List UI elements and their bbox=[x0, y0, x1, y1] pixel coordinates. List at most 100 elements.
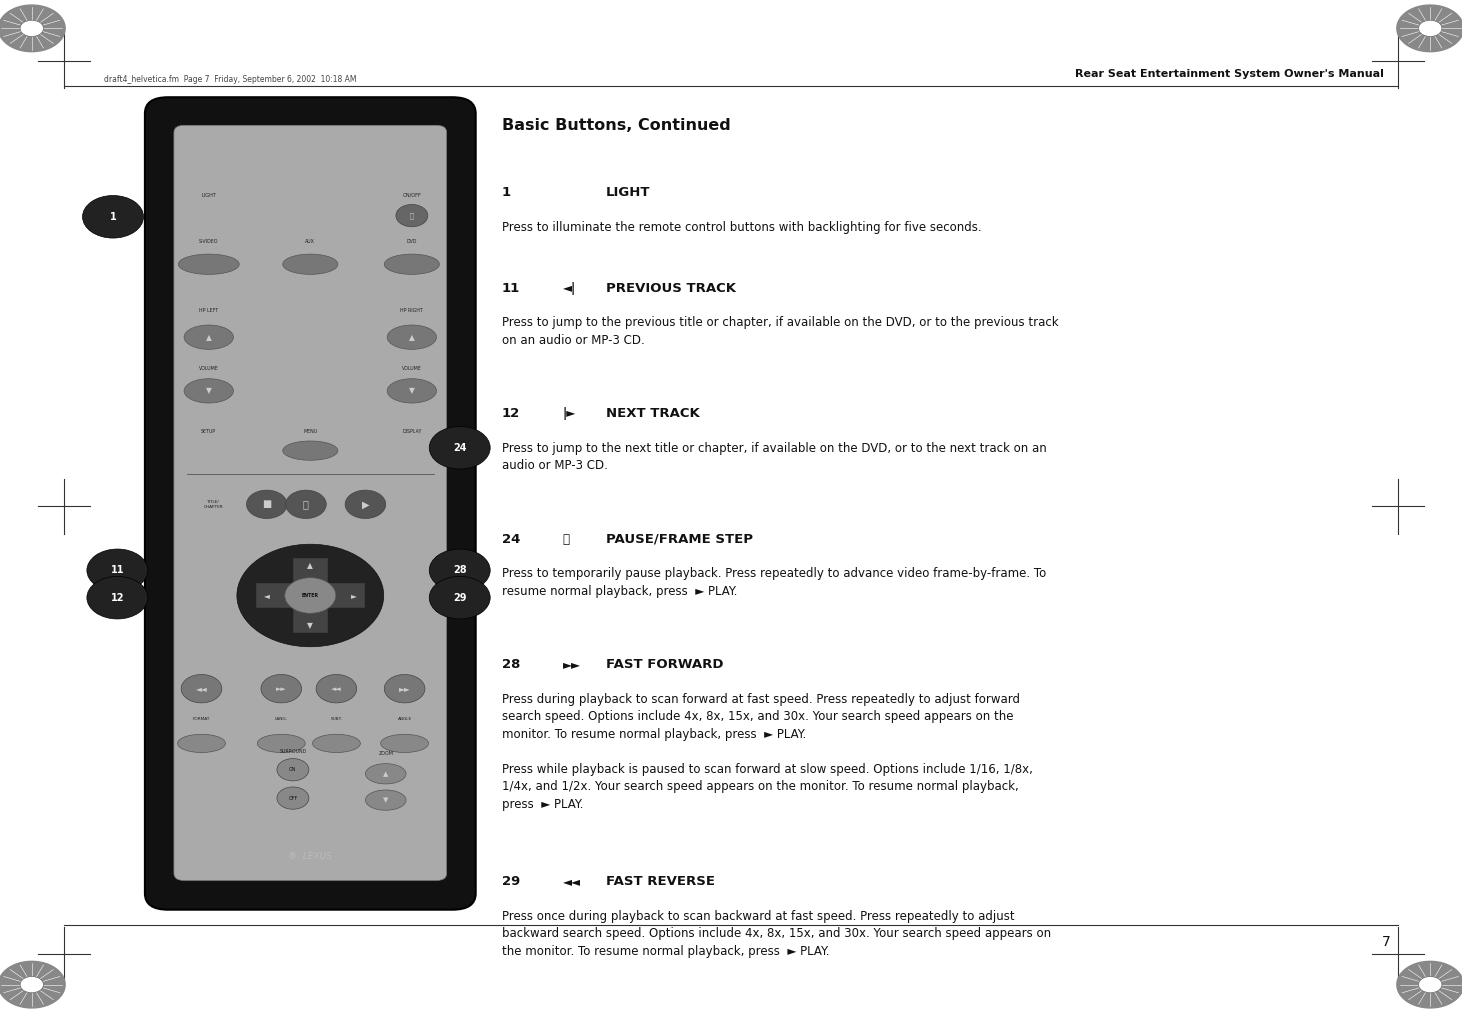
Text: 29: 29 bbox=[501, 875, 520, 888]
Text: NEXT TRACK: NEXT TRACK bbox=[607, 407, 700, 420]
Circle shape bbox=[276, 787, 308, 809]
Text: 24: 24 bbox=[501, 533, 520, 546]
Text: FAST REVERSE: FAST REVERSE bbox=[607, 875, 715, 888]
Text: |►: |► bbox=[563, 407, 576, 420]
Text: ▼: ▼ bbox=[383, 797, 389, 803]
Circle shape bbox=[276, 759, 308, 781]
Text: SUBT.: SUBT. bbox=[330, 717, 342, 721]
FancyArrow shape bbox=[292, 609, 327, 633]
Text: ⏸: ⏸ bbox=[563, 533, 570, 546]
Text: ▼: ▼ bbox=[206, 386, 212, 395]
Text: ON: ON bbox=[289, 767, 297, 772]
Text: ◄◄: ◄◄ bbox=[330, 686, 342, 692]
Polygon shape bbox=[0, 961, 66, 1008]
FancyArrow shape bbox=[329, 583, 364, 608]
Text: draft4_helvetica.fm  Page 7  Friday, September 6, 2002  10:18 AM: draft4_helvetica.fm Page 7 Friday, Septe… bbox=[104, 75, 357, 84]
Text: SETUP: SETUP bbox=[202, 428, 216, 434]
Text: ▲: ▲ bbox=[383, 771, 389, 777]
Ellipse shape bbox=[178, 254, 240, 275]
Text: ▲: ▲ bbox=[409, 332, 415, 341]
Text: ◄◄: ◄◄ bbox=[563, 875, 580, 888]
FancyBboxPatch shape bbox=[174, 126, 447, 880]
Text: FAST FORWARD: FAST FORWARD bbox=[607, 658, 724, 672]
Text: ►►: ►► bbox=[563, 658, 580, 672]
Circle shape bbox=[396, 205, 428, 227]
Text: 11: 11 bbox=[111, 565, 124, 575]
Text: SURROUND: SURROUND bbox=[279, 749, 307, 754]
Text: 1: 1 bbox=[110, 212, 117, 222]
Text: ►►: ►► bbox=[276, 686, 287, 692]
Text: 11: 11 bbox=[501, 282, 520, 295]
Circle shape bbox=[285, 577, 336, 613]
Text: ANGLE: ANGLE bbox=[398, 717, 412, 721]
Text: MENU: MENU bbox=[303, 428, 317, 434]
Text: FORMAT: FORMAT bbox=[193, 717, 211, 721]
Circle shape bbox=[316, 675, 357, 703]
Text: 28: 28 bbox=[453, 565, 466, 575]
Circle shape bbox=[82, 196, 143, 238]
Text: ■: ■ bbox=[262, 499, 272, 510]
Circle shape bbox=[430, 426, 490, 469]
Text: 1: 1 bbox=[501, 186, 510, 200]
Text: ◄: ◄ bbox=[265, 591, 270, 600]
Polygon shape bbox=[0, 5, 66, 52]
Ellipse shape bbox=[387, 379, 437, 403]
Circle shape bbox=[285, 490, 326, 519]
Ellipse shape bbox=[282, 254, 338, 275]
Text: ▲: ▲ bbox=[307, 560, 313, 569]
Polygon shape bbox=[1396, 5, 1462, 52]
Text: ▶: ▶ bbox=[361, 499, 370, 510]
Text: DISPLAY: DISPLAY bbox=[402, 428, 421, 434]
Polygon shape bbox=[1396, 961, 1462, 1008]
Text: LIGHT: LIGHT bbox=[607, 186, 651, 200]
Ellipse shape bbox=[257, 734, 306, 753]
Ellipse shape bbox=[380, 734, 428, 753]
Circle shape bbox=[430, 549, 490, 592]
Circle shape bbox=[20, 977, 44, 993]
Text: VOLUME: VOLUME bbox=[402, 366, 421, 371]
Circle shape bbox=[1418, 20, 1442, 36]
Text: S-VIDEO: S-VIDEO bbox=[199, 239, 218, 244]
Text: LANG.: LANG. bbox=[275, 717, 288, 721]
Text: 7: 7 bbox=[1382, 935, 1390, 949]
Circle shape bbox=[345, 490, 386, 519]
Text: Rear Seat Entertainment System Owner's Manual: Rear Seat Entertainment System Owner's M… bbox=[1075, 69, 1385, 79]
FancyArrow shape bbox=[256, 583, 291, 608]
Text: Press to illuminate the remote control buttons with backlighting for five second: Press to illuminate the remote control b… bbox=[501, 221, 981, 234]
Text: Press once during playback to scan backward at fast speed. Press repeatedly to a: Press once during playback to scan backw… bbox=[501, 910, 1051, 957]
Text: ▲: ▲ bbox=[206, 332, 212, 341]
Text: TITLE/
CHAPTER: TITLE/ CHAPTER bbox=[203, 500, 222, 509]
Text: 28: 28 bbox=[501, 658, 520, 672]
Text: VOLUME: VOLUME bbox=[199, 366, 219, 371]
Text: 12: 12 bbox=[501, 407, 520, 420]
Ellipse shape bbox=[385, 254, 440, 275]
Text: Basic Buttons, Continued: Basic Buttons, Continued bbox=[501, 118, 731, 133]
Text: DVD: DVD bbox=[406, 239, 417, 244]
Ellipse shape bbox=[387, 325, 437, 349]
Ellipse shape bbox=[184, 379, 234, 403]
Text: HP RIGHT: HP RIGHT bbox=[401, 308, 423, 313]
Ellipse shape bbox=[184, 325, 234, 349]
Text: 29: 29 bbox=[453, 593, 466, 603]
Text: PAUSE/FRAME STEP: PAUSE/FRAME STEP bbox=[607, 533, 753, 546]
Circle shape bbox=[385, 675, 425, 703]
Text: Press during playback to scan forward at fast speed. Press repeatedly to adjust : Press during playback to scan forward at… bbox=[501, 693, 1032, 810]
Text: LIGHT: LIGHT bbox=[202, 192, 216, 198]
Ellipse shape bbox=[177, 734, 225, 753]
Text: ▼: ▼ bbox=[307, 621, 313, 630]
Text: ►: ► bbox=[351, 591, 357, 600]
FancyArrow shape bbox=[292, 557, 327, 582]
Circle shape bbox=[430, 576, 490, 619]
Ellipse shape bbox=[313, 734, 360, 753]
Circle shape bbox=[262, 675, 301, 703]
Text: Press to jump to the next title or chapter, if available on the DVD, or to the n: Press to jump to the next title or chapt… bbox=[501, 442, 1047, 472]
Ellipse shape bbox=[366, 764, 406, 784]
Circle shape bbox=[86, 576, 148, 619]
Text: AUX: AUX bbox=[306, 239, 316, 244]
Ellipse shape bbox=[366, 790, 406, 810]
Circle shape bbox=[247, 490, 287, 519]
Text: 12: 12 bbox=[111, 593, 124, 603]
Circle shape bbox=[237, 544, 383, 646]
Text: OFF: OFF bbox=[288, 795, 297, 800]
Circle shape bbox=[20, 20, 44, 36]
